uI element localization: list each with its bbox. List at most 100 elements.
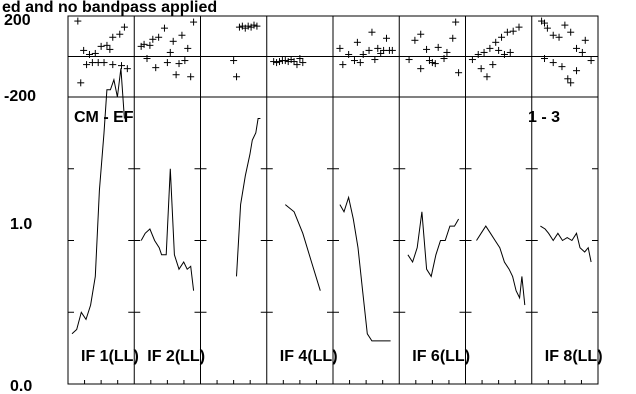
phase-point <box>452 18 460 26</box>
phase-point <box>109 61 117 69</box>
phase-point <box>468 56 476 64</box>
if-label: IF 8(LL) <box>545 348 603 365</box>
amplitude-lines <box>71 68 592 342</box>
phase-point <box>152 64 160 72</box>
phase-point <box>492 38 500 46</box>
phase-point <box>374 44 382 52</box>
phase-point <box>253 22 261 30</box>
phase-point <box>184 44 192 52</box>
phase-point <box>97 42 105 50</box>
phase-point <box>116 30 124 38</box>
phase-point <box>431 60 439 68</box>
phase-point <box>561 21 569 29</box>
phase-point <box>498 33 506 41</box>
phase-point <box>455 69 463 77</box>
phase-point <box>486 44 494 52</box>
phase-point <box>440 55 448 63</box>
phase-point <box>549 59 557 67</box>
phase-point <box>299 59 307 67</box>
phase-point <box>336 44 344 52</box>
phase-ytick-bottom: -200 <box>4 88 36 105</box>
phase-point <box>573 44 581 52</box>
phase-point <box>106 45 114 53</box>
phase-point <box>417 30 425 38</box>
phase-point <box>250 21 258 29</box>
panel-frames <box>67 15 599 385</box>
phase-point <box>581 36 589 44</box>
phase-point <box>275 58 283 66</box>
phase-point <box>509 27 517 35</box>
phase-point <box>140 40 148 48</box>
phase-point <box>273 59 281 67</box>
phase-point <box>166 48 174 56</box>
phase-point <box>94 59 102 67</box>
phase-point <box>120 23 128 31</box>
phase-point <box>109 33 117 41</box>
phase-point <box>85 50 93 58</box>
if-label: IF 1(LL) <box>81 348 139 365</box>
phase-point <box>368 28 376 36</box>
phase-point <box>281 57 289 65</box>
phase-point <box>175 60 183 68</box>
phase-point <box>339 61 347 69</box>
phase-point <box>543 24 551 32</box>
phase-point <box>163 59 171 67</box>
phase-point <box>91 49 99 57</box>
phase-point <box>77 79 85 87</box>
phase-point <box>169 37 177 45</box>
phase-point <box>80 46 88 54</box>
phase-point <box>423 45 431 53</box>
amp-line-3 <box>236 118 261 277</box>
phase-point <box>564 75 572 83</box>
phase-ytick-top: 200 <box>4 12 31 29</box>
phase-points <box>74 17 595 87</box>
phase-point <box>187 73 195 81</box>
phase-point <box>178 31 186 39</box>
amp-line-1 <box>71 68 125 335</box>
phase-point <box>578 48 586 56</box>
phase-point <box>359 50 367 58</box>
phase-point <box>103 41 111 49</box>
phase-point <box>143 55 151 63</box>
if-label: IF 6(LL) <box>412 348 470 365</box>
amp-line-6 <box>407 211 460 278</box>
phase-point <box>474 50 482 58</box>
phase-point <box>244 22 252 30</box>
phase-point <box>388 46 396 54</box>
phase-point <box>555 33 563 41</box>
phase-point <box>506 48 514 56</box>
phase-point <box>500 50 508 58</box>
if-labels: IF 1(LL) IF 2(LL) IF 4(LL) IF 6(LL) IF 8(LL) <box>81 348 603 365</box>
phase-point <box>356 59 364 67</box>
chart-title: ed and no bandpass applied <box>2 0 217 16</box>
phase-point <box>149 35 157 43</box>
phase-point <box>443 48 451 56</box>
phase-point <box>160 24 168 32</box>
phase-point <box>417 65 425 73</box>
phase-point <box>230 57 238 65</box>
phase-point <box>350 57 358 65</box>
phase-point <box>83 61 91 69</box>
amp-line-2 <box>140 168 195 291</box>
phase-point <box>549 31 557 39</box>
phase-point <box>477 65 485 73</box>
phase-point <box>172 71 180 79</box>
phase-point <box>434 43 442 51</box>
amp-line-4 <box>284 204 321 291</box>
phase-point <box>515 23 523 31</box>
baseline-label: CM - EF <box>74 109 134 126</box>
phase-point <box>383 34 391 42</box>
phase-point <box>495 46 503 54</box>
phase-point <box>293 61 301 69</box>
phase-point <box>540 55 548 63</box>
phase-point <box>290 58 298 66</box>
if-label: IF 4(LL) <box>280 348 338 365</box>
phase-point <box>235 23 243 31</box>
phase-point <box>405 56 413 64</box>
phase-point <box>558 63 566 71</box>
phase-point <box>411 36 419 44</box>
phase-point <box>587 57 595 65</box>
phase-point <box>345 50 353 58</box>
phase-point <box>573 67 581 75</box>
